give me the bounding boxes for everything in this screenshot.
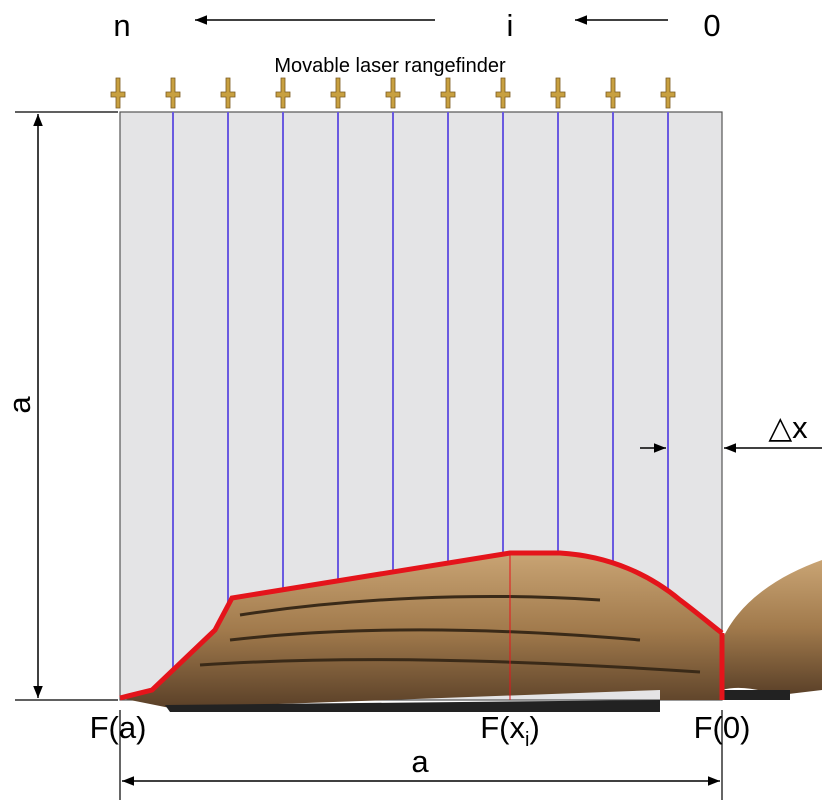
step-label: △x <box>768 410 808 445</box>
height-label: a <box>2 396 37 414</box>
width-label: a <box>411 744 429 779</box>
label-fxi: F(xi) <box>480 710 540 751</box>
book-right-page <box>722 560 822 695</box>
book-cover <box>165 700 660 712</box>
index-0: 0 <box>703 8 720 43</box>
page-lines <box>199 594 701 674</box>
index-i: i <box>507 8 514 43</box>
label-fa: F(a) <box>90 710 147 745</box>
laser-heads <box>110 77 676 109</box>
profile-curve <box>119 550 724 701</box>
index-n: n <box>113 8 130 43</box>
laser-lines <box>172 112 669 668</box>
caption: Movable laser rangefinder <box>274 55 506 77</box>
